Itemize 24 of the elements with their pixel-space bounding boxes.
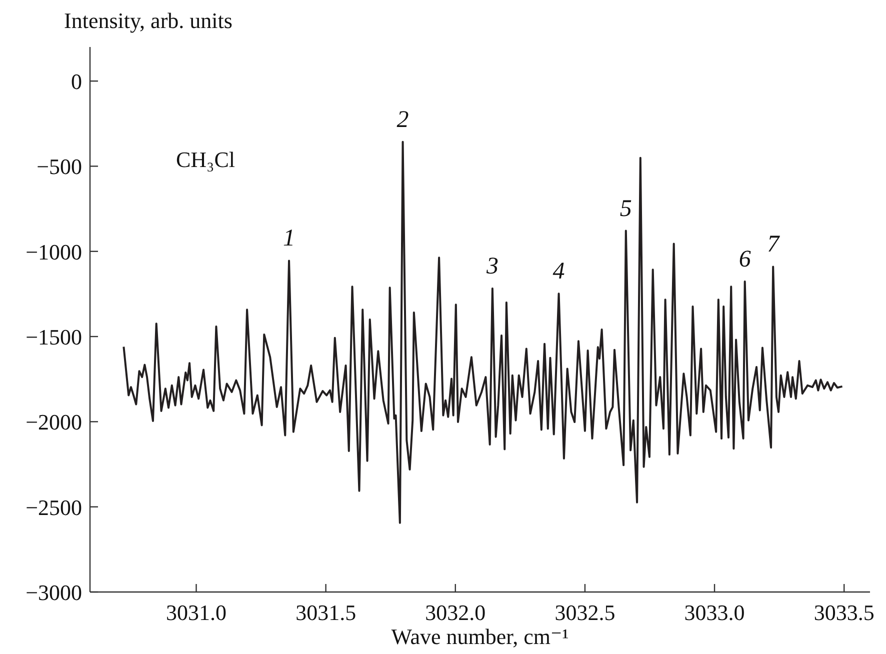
annotation: 1	[283, 226, 296, 252]
x-tick-label: 3031.0	[166, 600, 226, 625]
y-tick-label: −2500	[26, 494, 82, 520]
y-tick-label: −1500	[26, 324, 82, 350]
x-tick-label: 3033.5	[814, 600, 874, 625]
y-tick-label: 0	[71, 69, 82, 94]
annotation: 4	[552, 258, 565, 285]
x-tick-label: 3032.5	[554, 600, 616, 625]
x-tick-label: 3032.0	[425, 600, 486, 625]
x-axis-title: Wave number, cm⁻¹	[391, 624, 569, 649]
annotation: 3	[485, 254, 498, 280]
annotation: CH₃Cl	[176, 147, 236, 173]
y-tick-label: −500	[36, 154, 82, 180]
annotation: 2	[396, 106, 409, 133]
annotation: 5	[620, 196, 632, 222]
y-axis-title: Intensity, arb. units	[64, 8, 232, 34]
y-tick-label: −1000	[26, 239, 82, 264]
line-series	[122, 140, 844, 524]
annotation: 7	[767, 232, 780, 258]
y-tick-label: −2000	[26, 410, 82, 435]
x-tick-label: 3031.5	[296, 600, 356, 625]
y-tick-label: −3000	[26, 580, 82, 605]
x-tick-label: 3033.0	[684, 600, 745, 625]
annotation: 6	[738, 246, 751, 273]
